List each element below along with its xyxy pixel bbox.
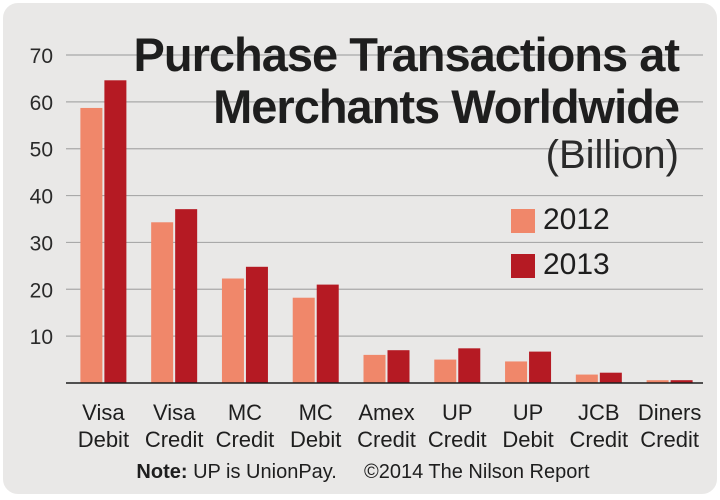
y-tick-label-30: 30 xyxy=(30,232,53,255)
bar-2012-visa-credit xyxy=(151,222,174,383)
x-tick-label-mc-debit-line1: MC xyxy=(299,400,333,425)
bar-2013-diners-credit xyxy=(670,380,693,383)
x-tick-label-up-credit-line1: UP xyxy=(442,400,473,425)
bar-2013-amex-credit xyxy=(387,350,410,383)
x-tick-label-visa-debit-line1: Visa xyxy=(82,400,125,425)
x-tick-label-amex-credit-line1: Amex xyxy=(358,400,414,425)
chart-title-line-1: Purchase Transactions at xyxy=(133,28,680,81)
x-tick-label-amex-credit-line2: Credit xyxy=(357,427,416,452)
bar-2012-jcb-credit xyxy=(575,374,598,383)
bar-2013-up-credit xyxy=(458,348,481,383)
bar-2013-jcb-credit xyxy=(599,372,622,383)
y-tick-label-10: 10 xyxy=(30,326,53,349)
bar-2013-up-debit xyxy=(529,351,552,383)
x-tick-label-up-credit-line2: Credit xyxy=(428,427,487,452)
x-tick-label-visa-credit-line2: Credit xyxy=(145,427,204,452)
note-label: Note: xyxy=(136,461,188,483)
bar-chart: 10203040506070VisaDebitVisaCreditMCCredi… xyxy=(30,45,703,452)
y-tick-label-50: 50 xyxy=(30,139,53,162)
note-text: UP is UnionPay. xyxy=(193,461,337,483)
y-tick-label-40: 40 xyxy=(30,186,53,209)
x-tick-label-diners-credit-line2: Credit xyxy=(640,427,699,452)
bar-2012-mc-debit xyxy=(292,297,315,383)
x-tick-label-mc-credit-line2: Credit xyxy=(216,427,275,452)
bar-2013-mc-credit xyxy=(245,266,268,383)
x-tick-label-up-debit-line2: Debit xyxy=(502,427,553,452)
x-tick-label-diners-credit-line1: Diners xyxy=(638,400,702,425)
bar-2012-amex-credit xyxy=(363,354,386,383)
y-tick-label-20: 20 xyxy=(30,279,53,302)
bar-2013-mc-debit xyxy=(316,284,339,383)
x-tick-label-visa-debit-line2: Debit xyxy=(78,427,129,452)
bar-2012-diners-credit xyxy=(646,380,669,383)
x-tick-label-visa-credit-line1: Visa xyxy=(153,400,196,425)
bar-2012-mc-credit xyxy=(221,278,244,383)
legend-label-2013: 2013 xyxy=(543,248,610,281)
y-tick-label-60: 60 xyxy=(30,92,53,115)
source-credit: ©2014 The Nilson Report xyxy=(363,461,590,483)
y-tick-label-70: 70 xyxy=(30,45,53,68)
x-tick-label-up-debit-line1: UP xyxy=(513,400,544,425)
bar-2012-up-debit xyxy=(505,361,528,383)
bar-2013-visa-credit xyxy=(175,209,198,383)
legend-swatch-2013 xyxy=(511,254,535,278)
x-tick-label-jcb-credit-line2: Credit xyxy=(569,427,628,452)
bar-2013-visa-debit xyxy=(104,80,127,383)
legend-label-2012: 2012 xyxy=(543,203,610,236)
x-tick-label-mc-credit-line1: MC xyxy=(228,400,262,425)
footnote: Note: UP is UnionPay. ©2014 The Nilson R… xyxy=(3,461,720,484)
chart-title-line-2: Merchants Worldwide xyxy=(213,80,680,133)
unit-label: (Billion) xyxy=(545,133,679,177)
legend-swatch-2012 xyxy=(511,209,535,233)
x-tick-label-jcb-credit-line1: JCB xyxy=(578,400,620,425)
bar-2012-visa-debit xyxy=(80,107,103,383)
x-tick-label-mc-debit-line2: Debit xyxy=(290,427,341,452)
bar-2012-up-credit xyxy=(434,359,457,383)
